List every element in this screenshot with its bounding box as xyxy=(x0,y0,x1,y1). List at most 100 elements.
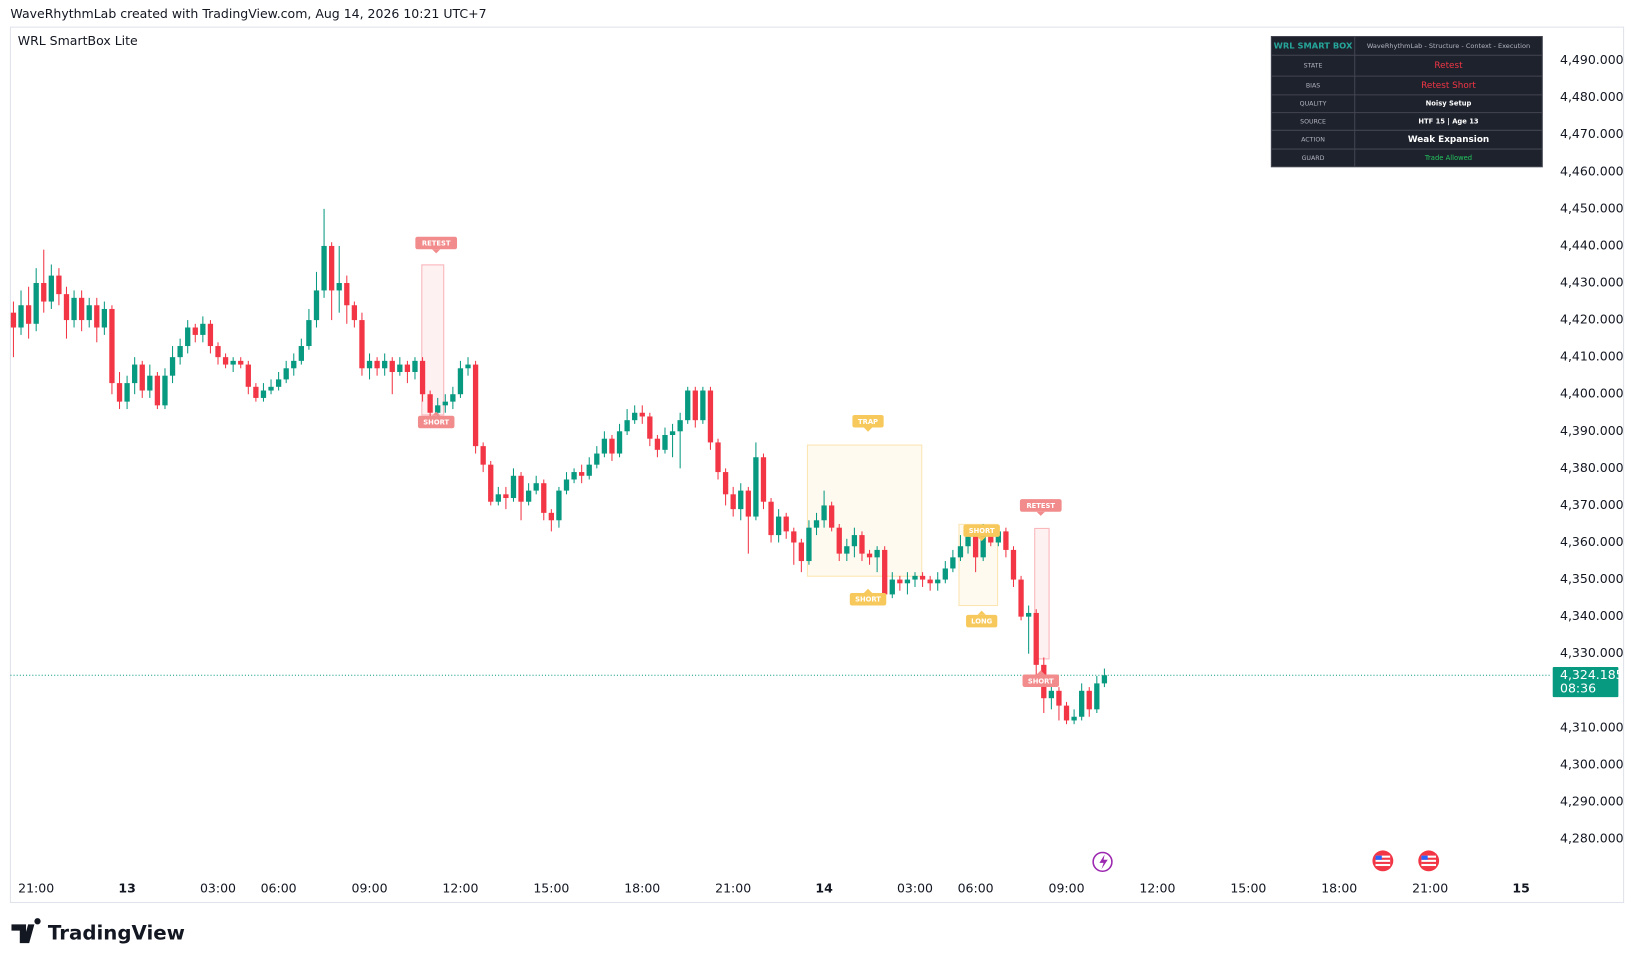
y-tick-label: 4,410.000 xyxy=(1560,349,1624,364)
candle-body xyxy=(382,360,388,369)
candle-body xyxy=(344,283,350,306)
candle-body xyxy=(730,494,736,510)
candle-body xyxy=(647,416,653,439)
candle-body xyxy=(791,531,797,543)
candle-body xyxy=(609,438,615,454)
candle-body xyxy=(442,401,448,406)
x-tick-label: 06:00 xyxy=(958,880,994,895)
candle-body xyxy=(586,464,592,476)
candle-body xyxy=(775,516,782,536)
candle-body xyxy=(1056,690,1062,706)
candle-body xyxy=(63,294,70,321)
y-tick-label: 4,330.000 xyxy=(1560,645,1624,660)
candle-body xyxy=(101,308,108,328)
candle-body xyxy=(313,290,320,321)
candle-body xyxy=(275,379,282,387)
candle-body xyxy=(669,431,676,436)
candle-body xyxy=(419,360,426,395)
candle-body xyxy=(245,364,251,387)
candle-body xyxy=(1010,549,1017,580)
candle-body xyxy=(1071,716,1077,721)
signal-label-pointer xyxy=(863,427,873,432)
x-tick-label: 14 xyxy=(815,880,833,895)
candle-body xyxy=(859,535,865,554)
candle-body xyxy=(192,327,198,335)
signal-label-pointer xyxy=(1036,511,1045,516)
candle-body xyxy=(389,360,395,372)
candle-body xyxy=(685,390,691,421)
candle-body xyxy=(306,320,312,347)
candle-body xyxy=(760,457,767,502)
y-tick-label: 4,310.000 xyxy=(1560,719,1624,734)
y-tick-label: 4,420.000 xyxy=(1560,312,1624,327)
candle-body xyxy=(450,394,456,402)
candle-body xyxy=(813,520,820,528)
candle-body xyxy=(950,557,956,569)
signal-label-box xyxy=(415,236,458,250)
candle-body xyxy=(351,305,358,321)
candle-body xyxy=(654,438,661,450)
signal-label: RETEST xyxy=(422,239,451,247)
y-tick-label: 4,490.000 xyxy=(1560,52,1624,67)
info-table-key: QUALITY xyxy=(1300,101,1327,108)
candle-body xyxy=(56,275,62,295)
candle-body xyxy=(503,494,509,499)
candle-body xyxy=(753,457,759,517)
candle-body xyxy=(139,364,145,391)
candle-body xyxy=(836,527,842,554)
candle-body xyxy=(548,512,555,521)
candle-body xyxy=(435,405,441,413)
candle-body xyxy=(541,483,547,513)
candle-body xyxy=(488,464,494,502)
x-tick-label: 18:00 xyxy=(624,880,660,895)
x-tick-label: 03:00 xyxy=(200,880,236,895)
signal-label-box xyxy=(852,415,884,428)
y-tick-label: 4,470.000 xyxy=(1560,126,1624,141)
info-table-bg xyxy=(1270,36,1543,168)
candle-body xyxy=(427,394,433,413)
candle-body xyxy=(525,490,532,502)
candle-body xyxy=(116,383,123,402)
candle-body xyxy=(33,283,39,324)
candle-body xyxy=(1094,683,1100,710)
candle-body xyxy=(94,305,100,328)
candle-body xyxy=(783,516,789,532)
candle-body xyxy=(260,390,267,398)
candle-body xyxy=(897,579,903,584)
candle-body xyxy=(1033,612,1039,665)
candle-body xyxy=(185,327,191,347)
info-table-value: HTF 15 | Age 13 xyxy=(1418,117,1479,126)
candle-body xyxy=(147,375,153,391)
candle-body xyxy=(988,531,994,543)
candle-body xyxy=(972,535,979,558)
x-tick-label: 13 xyxy=(118,880,135,895)
signal-label-box xyxy=(849,592,887,606)
candle-body xyxy=(738,490,744,510)
candle-body xyxy=(912,575,918,580)
candle-body xyxy=(291,360,297,369)
candle-body xyxy=(366,360,373,369)
candle-body xyxy=(866,553,873,558)
info-table-subtitle: WaveRhythmLab - Structure - Context - Ex… xyxy=(1367,42,1530,50)
candle-body xyxy=(1018,579,1024,617)
candle-body xyxy=(321,245,327,291)
candle-body xyxy=(935,579,941,584)
info-table-title: WRL SMART BOX xyxy=(1274,40,1353,50)
candle-body xyxy=(154,375,161,406)
candle-body xyxy=(480,446,486,465)
info-table-key: ACTION xyxy=(1301,137,1325,144)
y-tick-label: 4,280.000 xyxy=(1560,831,1624,846)
info-table-key: BIAS xyxy=(1306,83,1320,90)
signal-label-pointer xyxy=(977,610,986,615)
y-tick-label: 4,430.000 xyxy=(1560,275,1624,290)
signal-label: RETEST xyxy=(1026,502,1055,510)
candle-body xyxy=(692,390,698,421)
candle-body xyxy=(829,505,835,528)
header-credit: WaveRhythmLab created with TradingView.c… xyxy=(10,6,486,21)
candle-body xyxy=(715,442,721,473)
tradingview-logo: TradingView xyxy=(11,918,185,944)
candle-body xyxy=(579,472,585,476)
x-tick-label: 21:00 xyxy=(18,880,54,895)
